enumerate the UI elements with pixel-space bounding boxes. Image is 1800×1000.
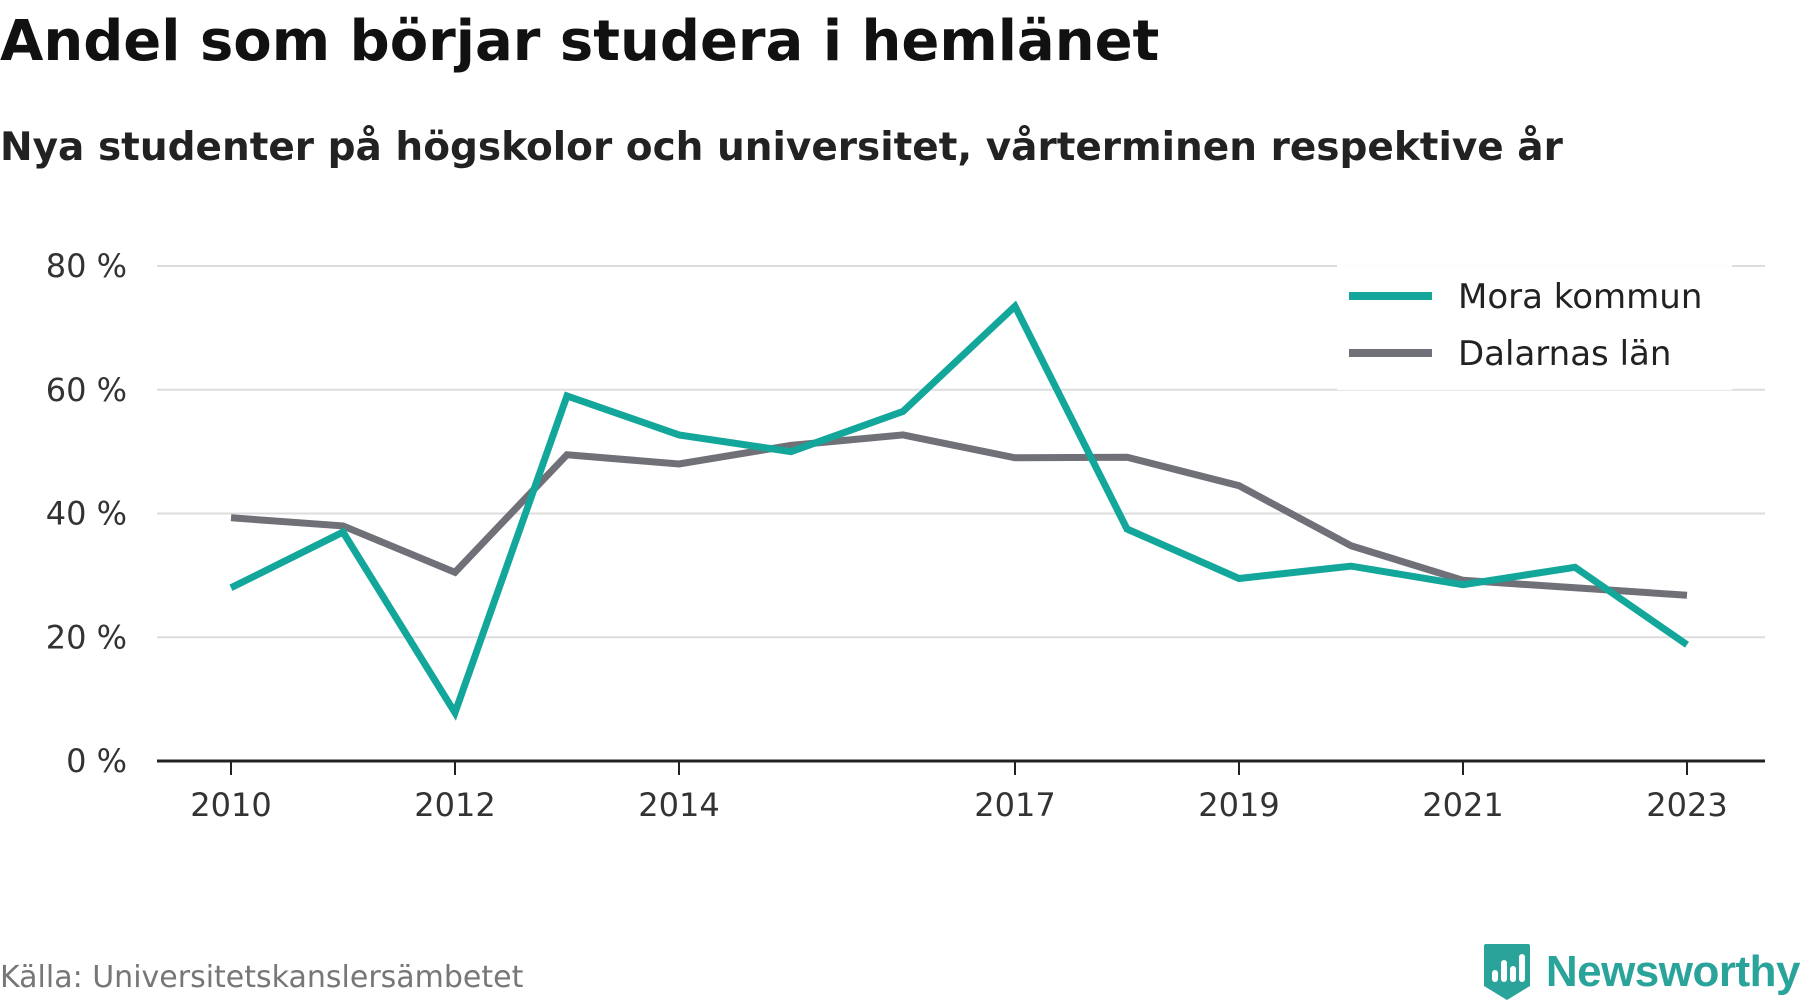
series-lines bbox=[229, 300, 1689, 721]
brand-logo: Newsworthy bbox=[1482, 940, 1800, 1000]
x-tick-label: 2017 bbox=[974, 786, 1055, 824]
x-tick-label: 2014 bbox=[638, 786, 719, 824]
x-tick-label: 2019 bbox=[1198, 786, 1279, 824]
series-line-dalarnas-lan bbox=[230, 431, 1688, 599]
y-tick-label: 60 % bbox=[46, 371, 127, 409]
y-axis-ticks: 0 % 20 % 40 % 60 % 80 % bbox=[46, 247, 127, 780]
brand-name: Newsworthy bbox=[1545, 947, 1800, 996]
legend: Mora kommun Dalarnas län bbox=[1337, 264, 1732, 390]
source-note: Källa: Universitetskanslersämbetet bbox=[0, 960, 524, 995]
y-tick-label: 80 % bbox=[46, 247, 127, 285]
newsworthy-logo-icon bbox=[1483, 944, 1530, 1000]
legend-background bbox=[1337, 264, 1732, 390]
x-axis-ticks: 2010 2012 2014 2017 2019 2021 2023 bbox=[190, 761, 1728, 824]
x-tick-label: 2010 bbox=[190, 786, 271, 824]
x-tick-label: 2021 bbox=[1422, 786, 1503, 824]
y-tick-label: 0 % bbox=[66, 742, 127, 780]
chart-subtitle: Nya studenter på högskolor och universit… bbox=[0, 125, 1563, 170]
y-tick-label: 20 % bbox=[46, 618, 127, 656]
chart-title: Andel som börjar studera i hemlänet bbox=[0, 9, 1160, 74]
y-tick-label: 40 % bbox=[46, 495, 127, 533]
legend-label-dalarna: Dalarnas län bbox=[1458, 334, 1671, 374]
legend-label-mora: Mora kommun bbox=[1458, 277, 1702, 317]
x-tick-label: 2023 bbox=[1646, 786, 1727, 824]
series-line-mora-kommun bbox=[229, 300, 1689, 721]
x-tick-label: 2012 bbox=[414, 786, 495, 824]
